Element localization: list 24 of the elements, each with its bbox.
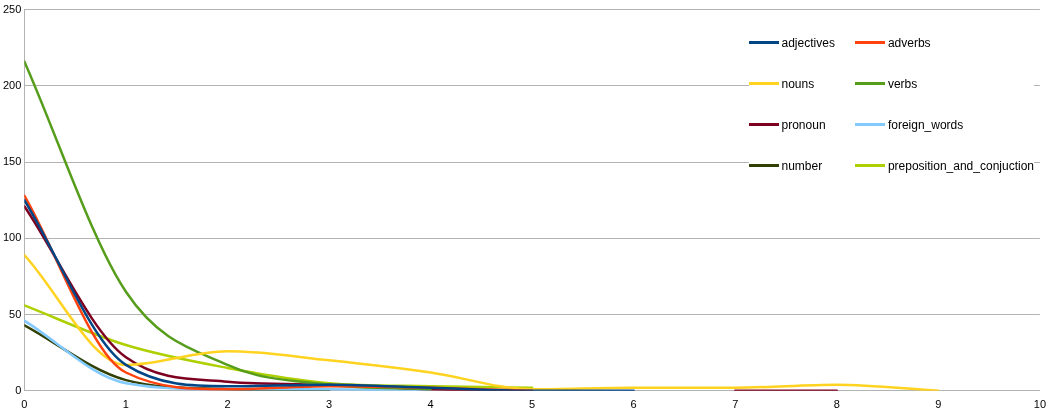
legend-label: pronoun bbox=[781, 117, 826, 132]
y-tick-label: 0 bbox=[15, 383, 22, 396]
y-tick-label: 100 bbox=[2, 231, 22, 244]
x-tick-label: 9 bbox=[935, 398, 942, 411]
x-tick-label: 2 bbox=[224, 398, 231, 411]
x-tick-label: 3 bbox=[325, 398, 333, 411]
legend-label: adjectives bbox=[781, 35, 835, 50]
y-tick-label: 200 bbox=[2, 78, 22, 91]
y-tick-label: 150 bbox=[2, 155, 22, 168]
x-tick-label: 10 bbox=[1033, 398, 1047, 411]
x-tick-label: 8 bbox=[833, 398, 840, 411]
legend-label: preposition_and_conjuction bbox=[887, 158, 1034, 173]
legend-label: number bbox=[781, 158, 823, 173]
legend-label: adverbs bbox=[887, 35, 931, 50]
x-tick-label: 6 bbox=[630, 398, 637, 411]
x-tick-label: 5 bbox=[529, 398, 536, 411]
legend-label: nouns bbox=[781, 76, 815, 91]
x-tick-label: 4 bbox=[427, 398, 434, 411]
y-tick-label: 250 bbox=[2, 2, 22, 15]
legend-label: verbs bbox=[887, 76, 918, 91]
x-tick-label: 7 bbox=[732, 398, 739, 411]
y-tick-label: 50 bbox=[9, 307, 22, 320]
legend-label: foreign_words bbox=[887, 117, 964, 132]
x-tick-label: 1 bbox=[122, 398, 129, 411]
